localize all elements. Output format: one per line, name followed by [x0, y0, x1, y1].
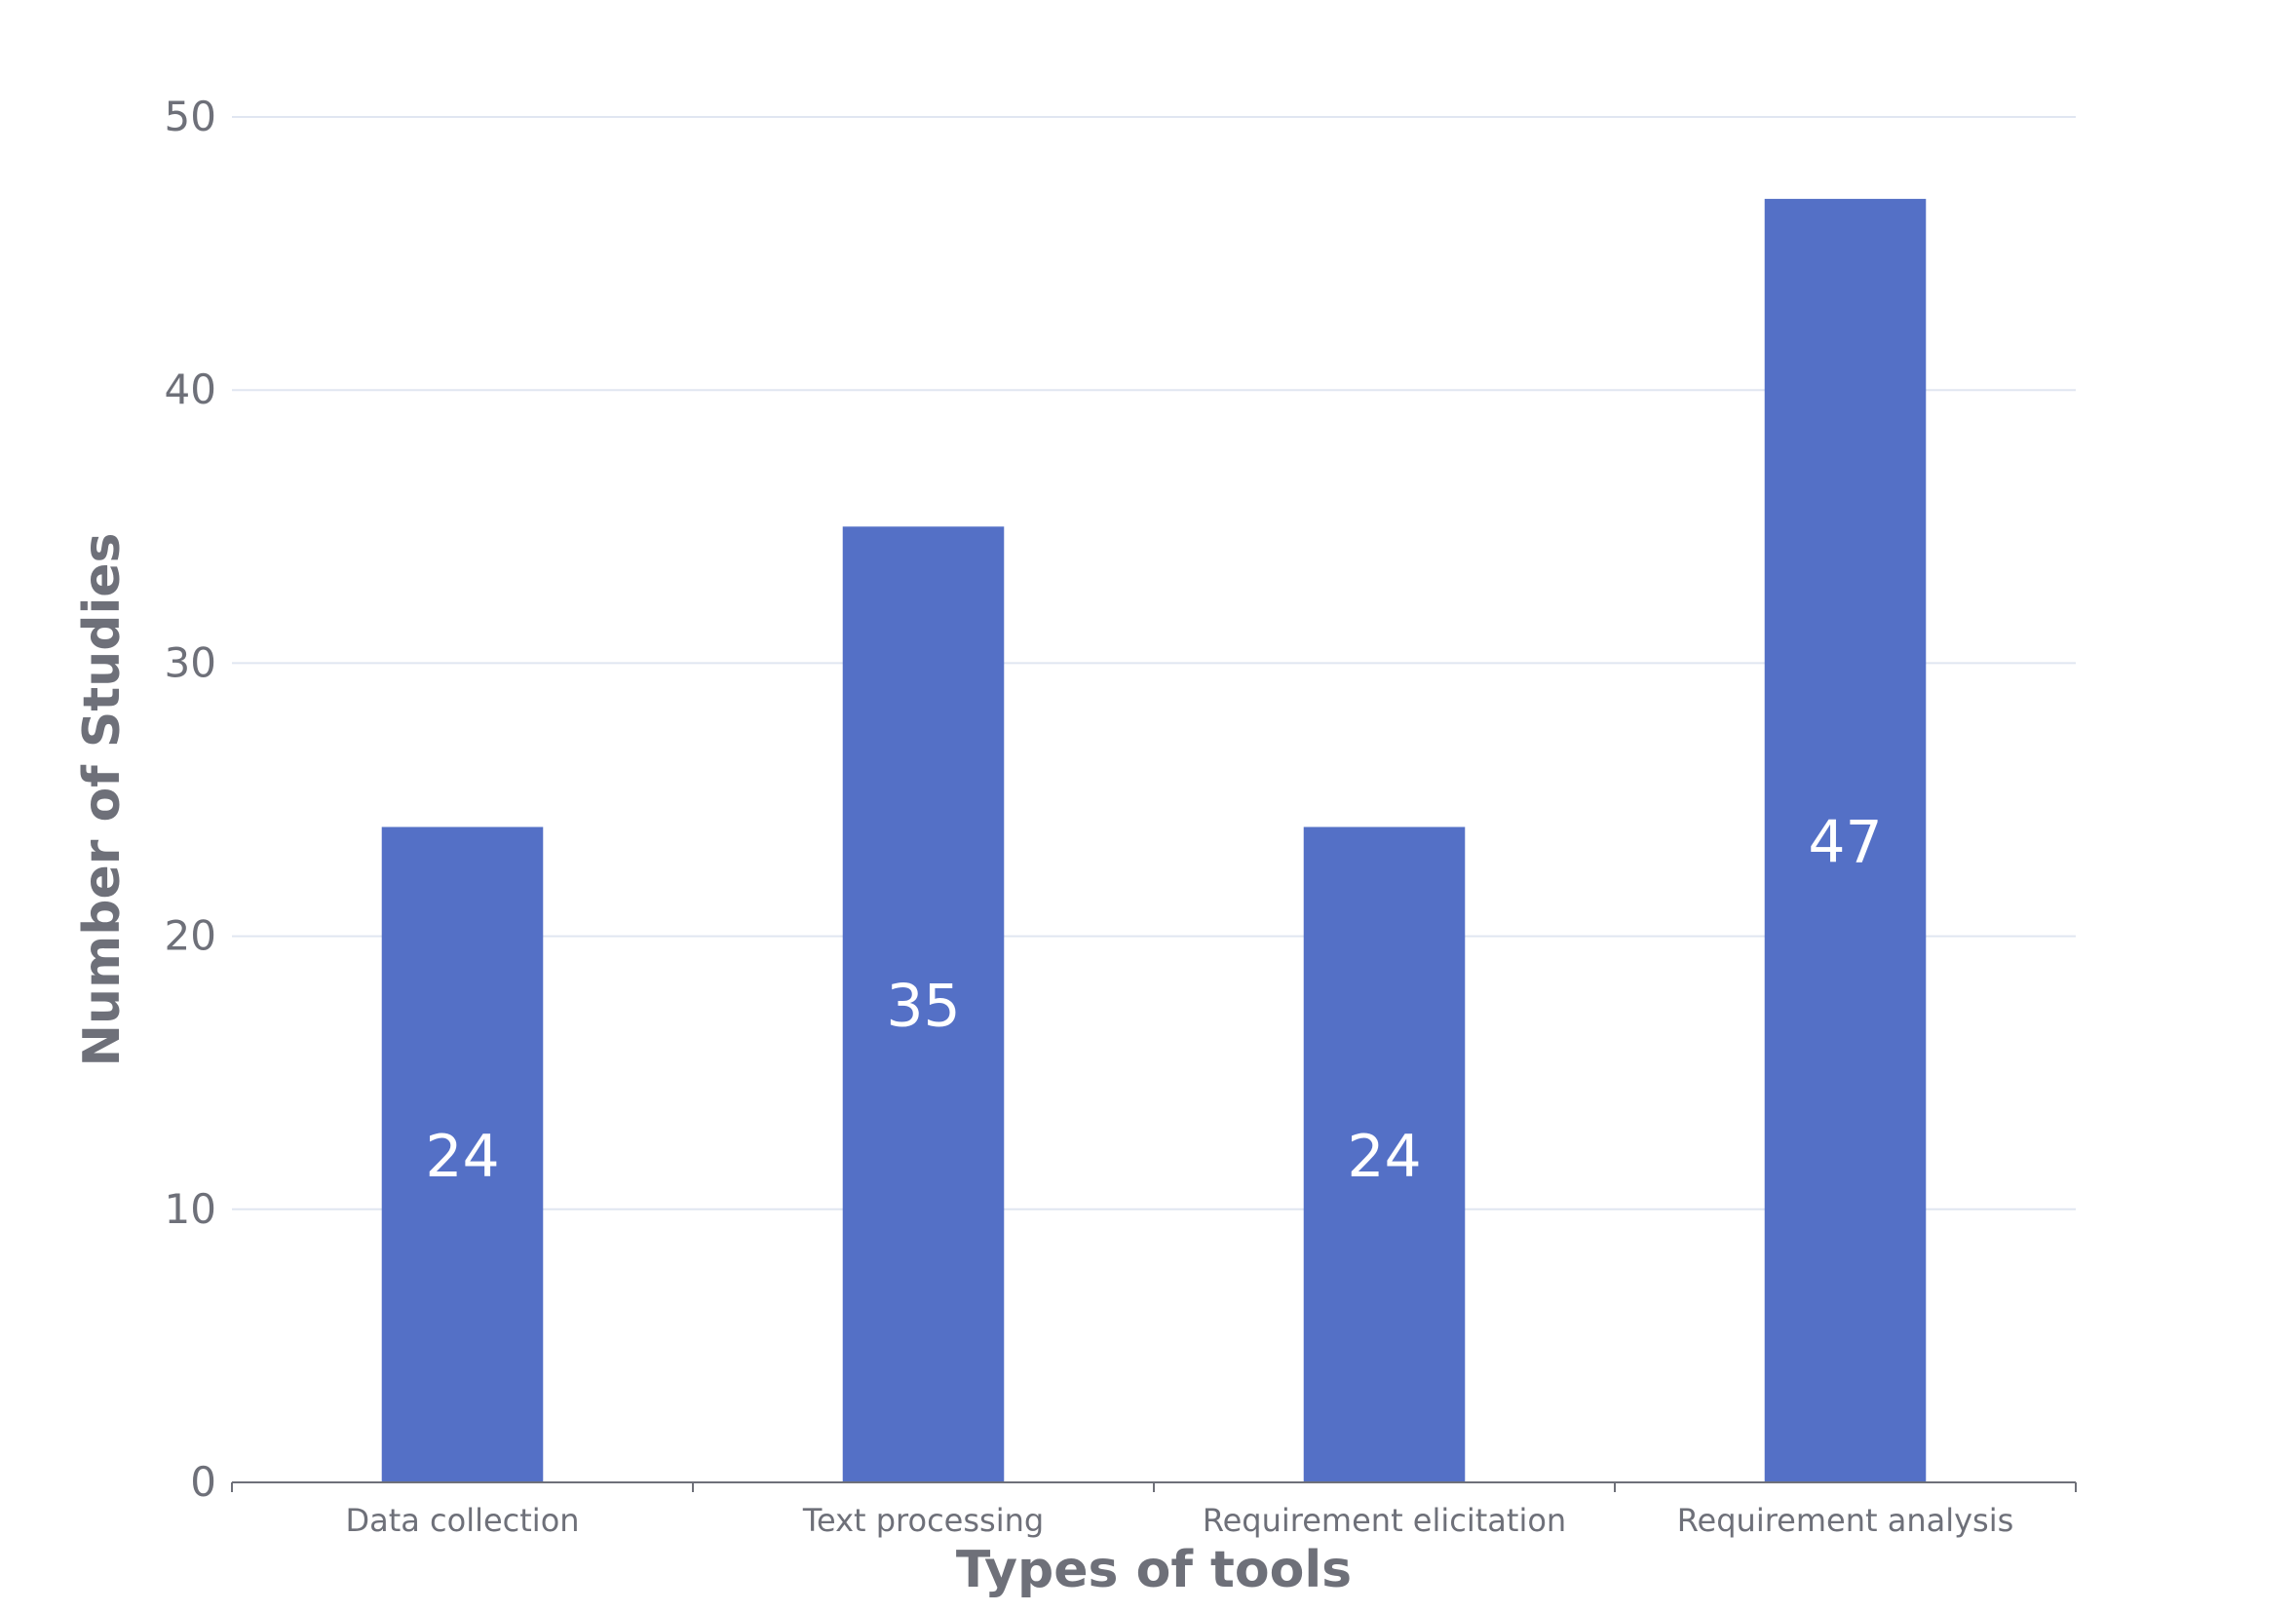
bar-labels: 24 35 24 47: [425, 809, 1882, 1191]
x-tick-label: Data collection: [345, 1502, 579, 1539]
y-tick-label: 50: [165, 93, 216, 140]
x-axis-title: Types of tools: [956, 1541, 1352, 1599]
bar-value-label: 24: [1347, 1123, 1421, 1191]
bar: [1764, 199, 1927, 1482]
y-axis-ticks: 0 10 20 30 40 50: [165, 93, 216, 1506]
bar: [381, 826, 544, 1482]
y-tick-label: 0: [190, 1458, 216, 1506]
y-tick-label: 20: [165, 912, 216, 960]
y-tick-label: 40: [165, 365, 216, 413]
y-axis-title: Number of Studies: [73, 532, 132, 1066]
x-tick-label: Requirement analysis: [1677, 1502, 2014, 1539]
y-tick-label: 10: [165, 1185, 216, 1233]
x-tick-label: Text processing: [802, 1502, 1044, 1539]
bar-value-label: 35: [886, 973, 960, 1041]
bar-value-label: 24: [425, 1123, 499, 1191]
bar: [1303, 826, 1466, 1482]
y-tick-label: 30: [165, 638, 216, 686]
bar: [842, 526, 1005, 1482]
x-axis-ticks: Data collection Text processing Requiremen…: [231, 1482, 2077, 1539]
bar-value-label: 47: [1808, 809, 1882, 877]
bars: [381, 199, 1927, 1482]
x-tick-label: Requirement elicitation: [1203, 1502, 1566, 1539]
